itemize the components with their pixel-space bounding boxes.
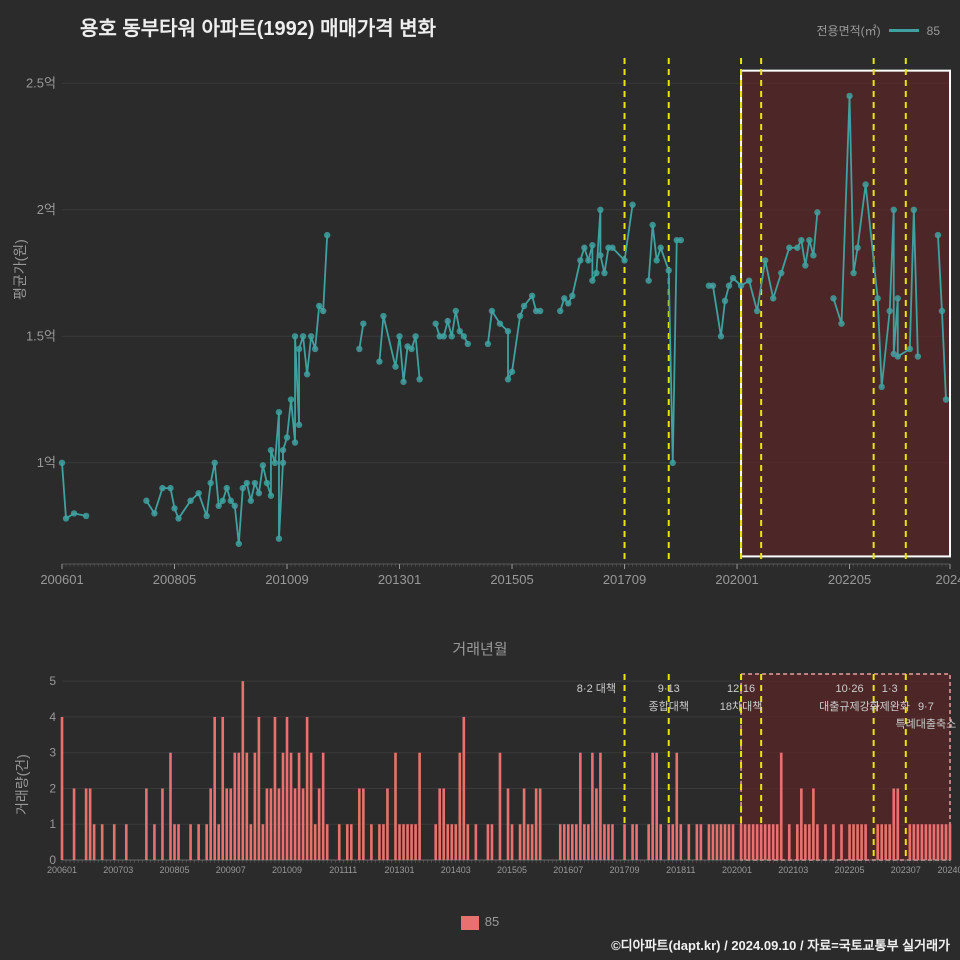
svg-text:202103: 202103 <box>778 865 808 875</box>
svg-text:201811: 201811 <box>666 865 695 875</box>
svg-text:201505: 201505 <box>497 865 527 875</box>
svg-text:200601: 200601 <box>40 572 83 587</box>
svg-text:10·26: 10·26 <box>835 683 863 695</box>
svg-text:20240: 20240 <box>937 865 960 875</box>
legend-top: 전용면적(㎡) 85 <box>816 22 940 39</box>
svg-text:201607: 201607 <box>553 865 583 875</box>
svg-text:5: 5 <box>49 674 56 688</box>
svg-text:2억: 2억 <box>37 202 56 217</box>
svg-text:202205: 202205 <box>828 572 871 587</box>
legend-top-value: 85 <box>927 24 940 38</box>
svg-text:2: 2 <box>49 781 56 795</box>
svg-text:201709: 201709 <box>603 572 646 587</box>
svg-text:200907: 200907 <box>216 865 246 875</box>
svg-text:202205: 202205 <box>835 865 865 875</box>
price-chart: 1억1.5억2억2.5억2006012008052010092013012015… <box>62 48 950 598</box>
footer-credit: ©디아파트(dapt.kr) / 2024.09.10 / 자료=국토교통부 실… <box>611 935 950 954</box>
x-axis-label: 거래년월 <box>0 638 960 659</box>
svg-text:2.5억: 2.5억 <box>26 75 56 90</box>
svg-text:1·3: 1·3 <box>882 683 898 695</box>
svg-text:200805: 200805 <box>159 865 189 875</box>
svg-text:201301: 201301 <box>384 865 414 875</box>
svg-text:202001: 202001 <box>722 865 752 875</box>
svg-text:특례대출축소: 특례대출축소 <box>896 718 957 731</box>
svg-text:202307: 202307 <box>891 865 921 875</box>
svg-text:1억: 1억 <box>37 455 56 470</box>
svg-text:종합대책: 종합대책 <box>648 700 688 713</box>
svg-text:9·13: 9·13 <box>658 683 680 695</box>
svg-text:1.5억: 1.5억 <box>26 328 56 343</box>
svg-text:9·7: 9·7 <box>918 701 934 713</box>
svg-text:201111: 201111 <box>329 865 357 875</box>
legend-bottom: 85 <box>0 914 960 930</box>
y-axis-label-top: 평균가(원) <box>10 239 30 300</box>
svg-text:201301: 201301 <box>378 572 421 587</box>
svg-text:3: 3 <box>49 746 56 760</box>
svg-text:8·2 대책: 8·2 대책 <box>577 682 616 695</box>
svg-text:2024: 2024 <box>936 572 960 587</box>
legend-bar-marker <box>461 916 479 930</box>
legend-bottom-value: 85 <box>485 914 499 929</box>
svg-text:18차대책: 18차대책 <box>720 700 763 713</box>
svg-text:1: 1 <box>49 817 56 831</box>
svg-text:4: 4 <box>49 710 56 724</box>
svg-text:201403: 201403 <box>441 865 471 875</box>
svg-text:200601: 200601 <box>47 865 77 875</box>
svg-text:201009: 201009 <box>272 865 302 875</box>
svg-text:201009: 201009 <box>265 572 308 587</box>
volume-chart: 8·2 대책9·13종합대책12·1618차대책10·26대출규제강화1·3규제… <box>62 670 950 880</box>
svg-text:규제완화: 규제완화 <box>869 700 909 713</box>
svg-text:200703: 200703 <box>103 865 133 875</box>
legend-line-marker <box>889 29 919 32</box>
svg-text:201505: 201505 <box>490 572 533 587</box>
svg-text:202001: 202001 <box>715 572 758 587</box>
chart-title: 용호 동부타워 아파트(1992) 매매가격 변화 <box>80 12 436 41</box>
svg-text:12·16: 12·16 <box>727 683 755 695</box>
y-axis-label-bottom: 거래량(건) <box>12 754 32 815</box>
svg-text:201709: 201709 <box>610 865 640 875</box>
svg-text:200805: 200805 <box>153 572 196 587</box>
legend-top-label: 전용면적(㎡) <box>816 22 880 39</box>
